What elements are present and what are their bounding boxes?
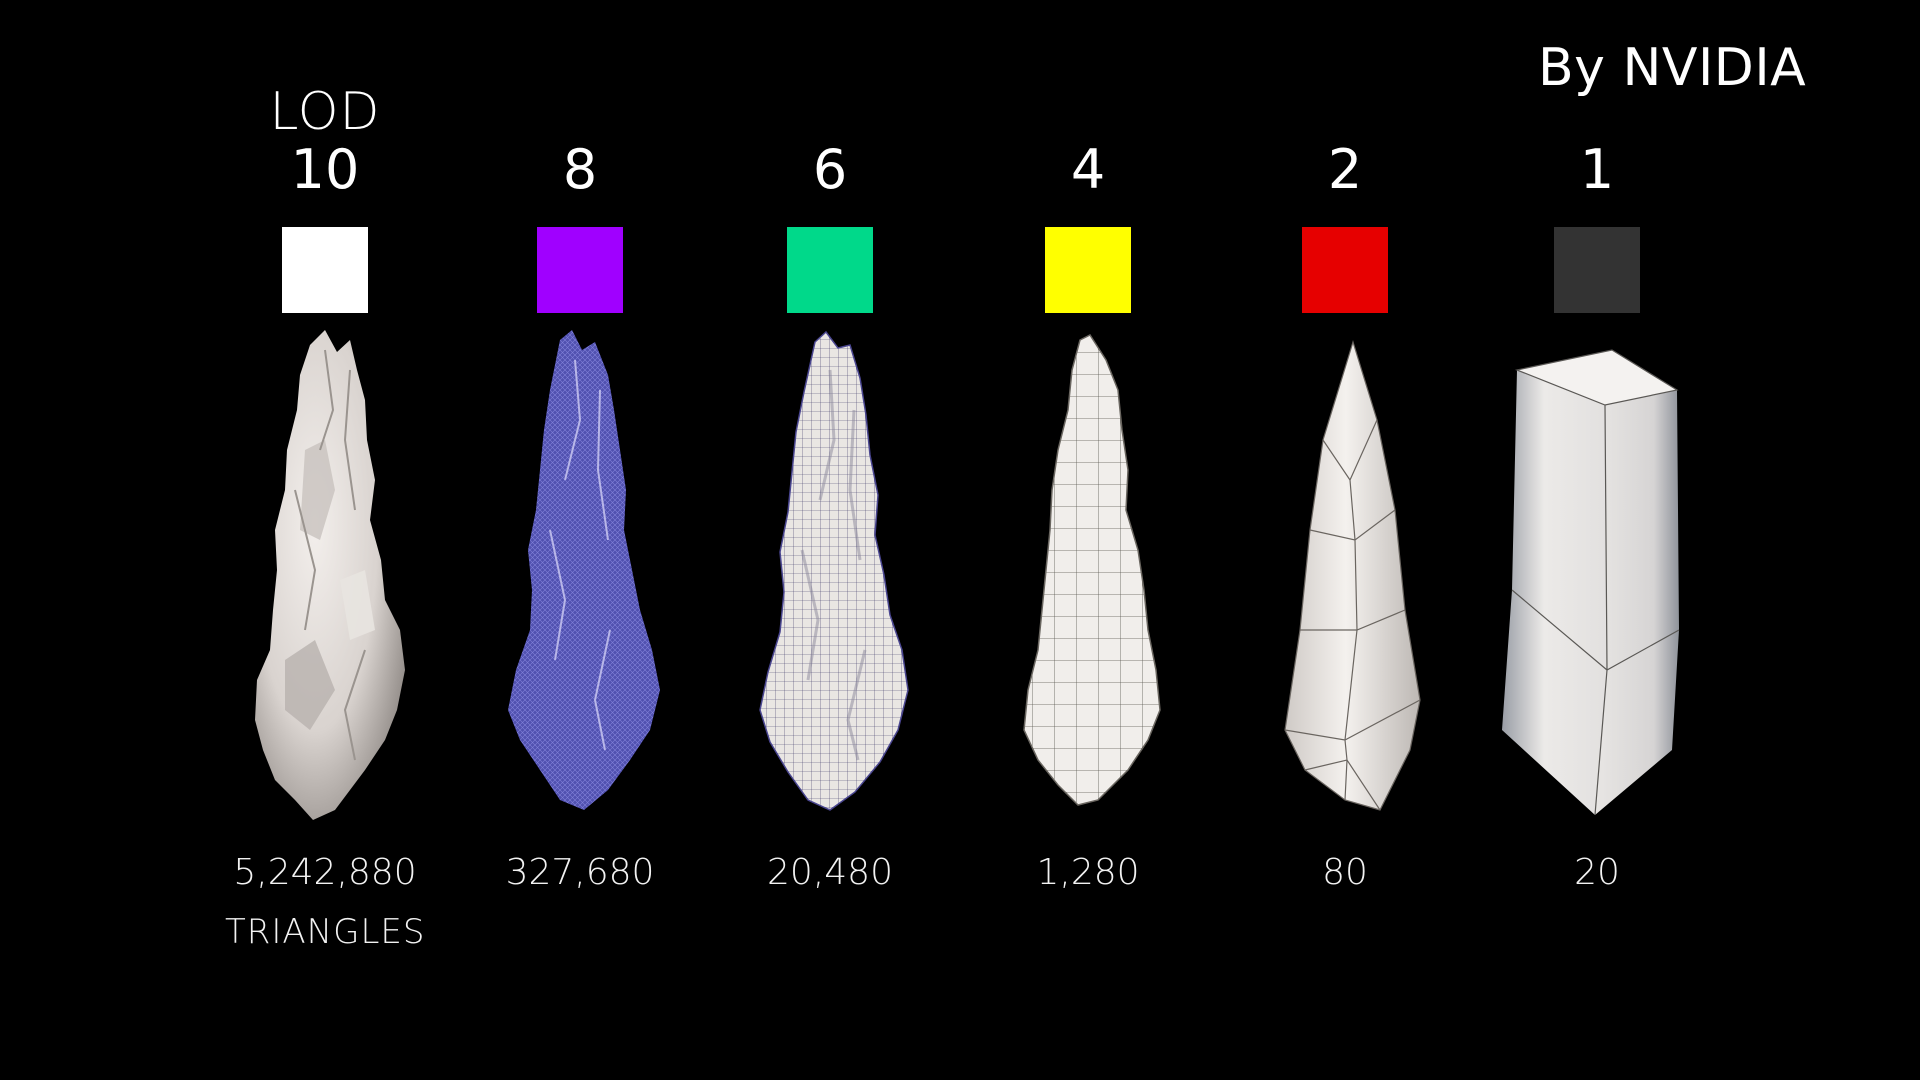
color-swatch — [1045, 227, 1131, 313]
lod-number: 6 — [812, 138, 848, 201]
color-swatch — [282, 227, 368, 313]
triangle-count: 5,242,880 — [233, 852, 417, 893]
color-swatch — [1554, 227, 1640, 313]
lod-number: 4 — [1070, 138, 1106, 201]
attribution-label: By NVIDIA — [1538, 38, 1807, 98]
color-swatch — [1302, 227, 1388, 313]
lod-level-2: 2 80 — [1245, 0, 1445, 1080]
lod-number: 1 — [1579, 138, 1615, 201]
lod-header-label: LOD — [269, 82, 381, 142]
lod-level-4: 4 1,280 — [988, 0, 1188, 1080]
lod-level-6: 6 20,480 — [730, 0, 930, 1080]
lod-level-10: 10 5,242,880 TRIANGLES — [225, 0, 425, 1080]
triangle-count: 80 — [1322, 852, 1368, 893]
lod-8-wireframe-model — [508, 330, 660, 810]
lod-level-1: 1 20 — [1497, 0, 1697, 1080]
triangle-count: 20,480 — [767, 852, 893, 893]
lod-level-8: 8 327,680 — [480, 0, 680, 1080]
triangle-count: 327,680 — [505, 852, 655, 893]
lod-2-low-poly-model — [1284, 339, 1421, 811]
lod-4-medium-grid-model — [1023, 334, 1161, 806]
lod-number: 2 — [1327, 138, 1363, 201]
lod-number: 10 — [290, 138, 360, 201]
lod-number: 8 — [562, 138, 598, 201]
triangle-count: 1,280 — [1036, 852, 1140, 893]
triangles-unit-label: TRIANGLES — [225, 912, 426, 952]
lod-10-sculpt-model — [255, 330, 405, 820]
lod-6-fine-grid-model — [759, 330, 909, 811]
color-swatch — [537, 227, 623, 313]
color-swatch — [787, 227, 873, 313]
triangle-count: 20 — [1574, 852, 1620, 893]
lod-1-box-model — [1502, 349, 1680, 816]
